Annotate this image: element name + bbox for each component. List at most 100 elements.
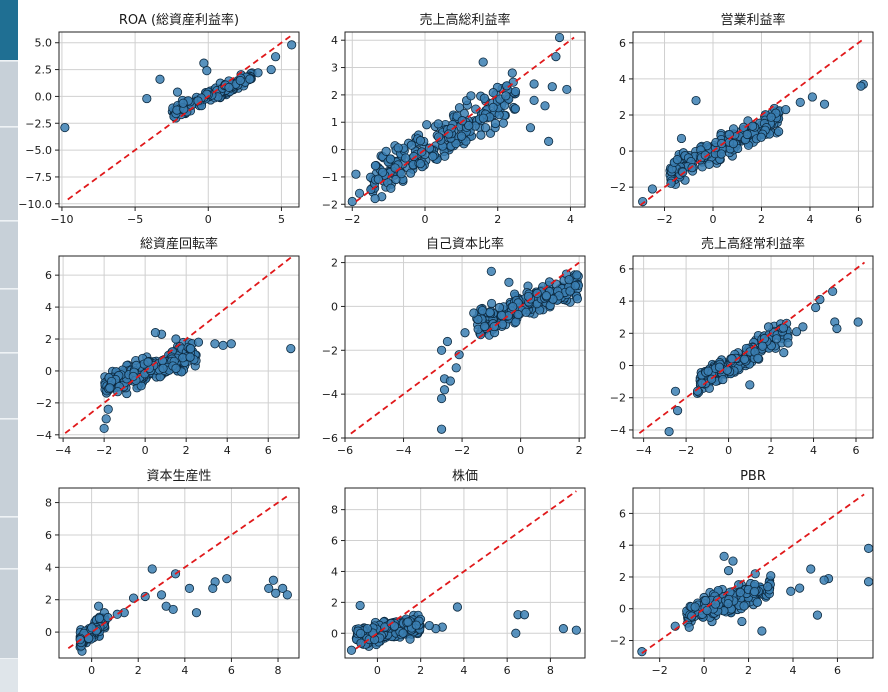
data-point (722, 365, 732, 375)
data-point (370, 161, 381, 171)
data-point (571, 625, 581, 635)
sidebar-tab[interactable] (0, 420, 18, 517)
data-point (497, 319, 508, 329)
panel-title: 売上高経常利益率 (701, 236, 805, 252)
x-tick-label: −2 (678, 444, 694, 457)
data-point (218, 340, 228, 351)
y-tick-label: 6 (45, 529, 52, 542)
y-tick-label: 0 (331, 144, 338, 157)
data-point (158, 363, 168, 373)
y-tick-label: −4 (610, 424, 626, 437)
y-tick-label: 1 (331, 116, 338, 129)
identity-line (639, 38, 864, 206)
y-tick-label: 0 (619, 603, 626, 616)
y-tick-label: 0 (45, 626, 52, 639)
data-point (540, 101, 550, 111)
data-point (150, 328, 161, 338)
data-point (853, 317, 863, 327)
panel-title: 売上高総利益率 (419, 12, 510, 28)
y-tick-label: −2 (610, 635, 626, 648)
data-point (469, 308, 479, 318)
data-point (208, 583, 218, 593)
data-point (172, 87, 183, 97)
y-tick-label: 4 (331, 34, 338, 47)
x-tick-label: 4 (567, 213, 574, 226)
data-point (828, 286, 838, 297)
identity-line (67, 493, 291, 650)
data-point (178, 98, 188, 108)
y-tick-label: 4 (619, 539, 626, 552)
data-point (737, 616, 747, 627)
data-point (415, 136, 426, 146)
data-point (398, 628, 408, 638)
data-point (497, 310, 507, 321)
data-point (486, 266, 496, 276)
y-tick-label: −2 (610, 392, 626, 405)
x-tick-label: 5 (278, 213, 285, 226)
data-point (554, 32, 565, 43)
x-tick-label: 4 (790, 664, 797, 677)
data-point (763, 322, 774, 332)
data-point (445, 376, 455, 386)
data-point (798, 322, 808, 332)
data-point (763, 582, 773, 592)
sidebar-tab[interactable] (0, 354, 18, 419)
scatter-panel: 株価 0 2 4 6 8 8 6 4 2 0 (331, 469, 586, 677)
data-point (562, 84, 572, 95)
data-point (171, 363, 181, 373)
scatter-panel: 売上高経常利益率 −4 −2 0 2 4 6 6 4 2 0 −2 −4 (610, 236, 874, 457)
data-point (742, 129, 752, 140)
sidebar-tab[interactable] (0, 222, 18, 289)
data-point (128, 371, 138, 382)
data-point (439, 385, 450, 395)
panel-title: PBR (740, 469, 766, 484)
data-point (477, 305, 487, 316)
data-point (749, 586, 760, 597)
data-point (373, 174, 383, 184)
data-point (745, 380, 755, 390)
data-point (501, 91, 511, 101)
x-tick-label: 8 (275, 664, 282, 677)
sidebar-tab[interactable] (0, 128, 18, 221)
scatter-panel: 売上高総利益率 −2 0 2 4 4 3 2 1 0 −1 −2 (322, 12, 586, 226)
data-point (766, 112, 776, 122)
data-point (428, 151, 438, 161)
data-point (266, 64, 276, 75)
data-point (529, 79, 539, 89)
y-tick-label: 2 (619, 327, 626, 340)
data-point (351, 169, 361, 179)
data-point (541, 291, 551, 301)
data-point (558, 624, 568, 634)
x-tick-label: 2 (768, 444, 775, 457)
data-point (460, 328, 470, 338)
data-point (411, 620, 421, 630)
data-point (442, 336, 453, 347)
data-point (370, 193, 380, 204)
sidebar-tab[interactable] (0, 290, 18, 353)
x-tick-label: −4 (395, 444, 411, 457)
data-point (171, 334, 181, 344)
axes-frame (58, 255, 300, 439)
sidebar-tab[interactable] (0, 62, 18, 127)
data-point (572, 270, 582, 280)
sidebar-tab[interactable] (0, 518, 18, 569)
scatter-panel: ROA (総資産利益率) −10 −5 0 5 5.0 2.5 0.0 −2.5 −5.0 −7.5… (18, 12, 300, 226)
data-point (723, 599, 733, 609)
data-point (664, 426, 674, 437)
y-tick-label: 6 (619, 263, 626, 276)
y-tick-label: −1 (322, 171, 338, 184)
data-point (781, 104, 791, 115)
y-tick-label: 2 (331, 89, 338, 102)
x-tick-label: 6 (504, 664, 511, 677)
sidebar-tab[interactable] (0, 570, 18, 659)
data-point (507, 68, 517, 78)
data-point (156, 590, 167, 600)
y-tick-label: 8 (45, 497, 52, 510)
axes-frame (58, 487, 300, 659)
data-point (783, 338, 793, 348)
y-tick-label: 6 (619, 37, 626, 50)
y-tick-label: 2 (619, 571, 626, 584)
x-tick-label: 6 (265, 444, 272, 457)
axes-frame (632, 487, 874, 659)
sidebar-tab[interactable] (0, 0, 18, 61)
